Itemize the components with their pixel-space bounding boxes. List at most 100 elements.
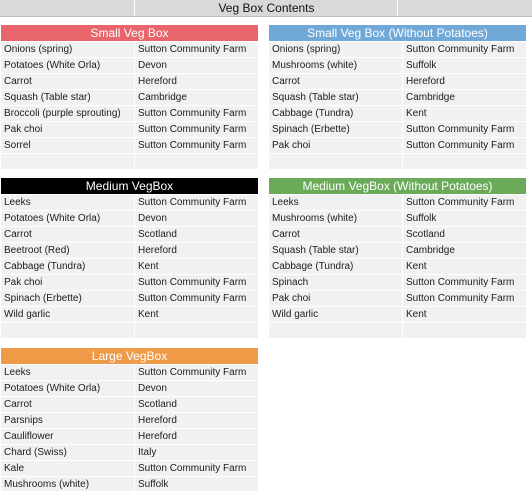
farm-cell[interactable]: Devon — [138, 60, 167, 71]
farm-cell[interactable]: Sutton Community Farm — [138, 293, 247, 304]
farm-cell[interactable]: Sutton Community Farm — [406, 140, 515, 151]
farm-cell[interactable]: Sutton Community Farm — [138, 463, 247, 474]
farm-cell[interactable] — [403, 323, 526, 338]
medium-vegbox-table: Medium VegBox Leeks Sutton Community Farm… — [1, 178, 258, 339]
farm-cell[interactable]: Cambridge — [406, 92, 455, 103]
veg-cell[interactable]: Wild garlic — [269, 307, 403, 322]
farm-cell[interactable]: Cambridge — [406, 245, 455, 256]
veg-cell[interactable]: Carrot — [1, 74, 135, 89]
farm-cell[interactable]: Devon — [138, 213, 167, 224]
veg-cell[interactable]: Wild garlic — [1, 307, 135, 322]
farm-cell[interactable]: Sutton Community Farm — [138, 367, 247, 378]
veg-cell[interactable]: Pak choi — [269, 291, 403, 306]
veg-cell[interactable]: Cauliflower — [1, 429, 135, 444]
farm-cell[interactable]: Sutton Community Farm — [138, 277, 247, 288]
veg-cell[interactable]: Cabbage (Tundra) — [269, 259, 403, 274]
veg-cell[interactable]: Carrot — [269, 74, 403, 89]
veg-cell[interactable]: Pak choi — [1, 122, 135, 137]
farm-cell[interactable] — [135, 323, 258, 338]
veg-cell[interactable]: Broccoli (purple sprouting) — [1, 106, 135, 121]
farm-cell[interactable]: Sutton Community Farm — [138, 124, 247, 135]
table-row: Potatoes (White Orla) Devon — [1, 381, 258, 397]
farm-cell[interactable]: Hereford — [138, 76, 177, 87]
veg-cell[interactable]: Spinach — [269, 275, 403, 290]
veg-cell[interactable]: Squash (Table star) — [1, 90, 135, 105]
veg-cell[interactable]: Carrot — [1, 227, 135, 242]
farm-cell[interactable] — [135, 154, 258, 169]
veg-cell[interactable]: Leeks — [1, 365, 135, 380]
veg-cell[interactable]: Cabbage (Tundra) — [269, 106, 403, 121]
table-row: Pak choi Sutton Community Farm — [1, 275, 258, 291]
veg-cell[interactable]: Sorrel — [1, 138, 135, 153]
farm-cell[interactable]: Sutton Community Farm — [138, 44, 247, 55]
veg-cell[interactable]: Carrot — [1, 397, 135, 412]
farm-cell[interactable]: Suffolk — [138, 479, 169, 490]
veg-cell[interactable]: Chard (Swiss) — [1, 445, 135, 460]
veg-cell[interactable]: Parsnips — [1, 413, 135, 428]
farm-cell[interactable]: Hereford — [138, 245, 177, 256]
veg-cell[interactable]: Onions (spring) — [269, 42, 403, 57]
veg-cell[interactable]: Pak choi — [269, 138, 403, 153]
table-row: Leeks Sutton Community Farm — [1, 195, 258, 211]
farm-cell[interactable]: Kent — [138, 309, 159, 320]
table-row: Leeks Sutton Community Farm — [1, 365, 258, 381]
table-row: Cabbage (Tundra) Kent — [269, 259, 526, 275]
veg-cell[interactable]: Beetroot (Red) — [1, 243, 135, 258]
farm-cell[interactable]: Suffolk — [406, 213, 437, 224]
farm-cell[interactable]: Hereford — [406, 76, 445, 87]
farm-cell[interactable]: Sutton Community Farm — [406, 44, 515, 55]
farm-cell[interactable]: Devon — [138, 383, 167, 394]
farm-cell[interactable]: Sutton Community Farm — [406, 277, 515, 288]
farm-cell[interactable]: Kent — [406, 309, 427, 320]
farm-cell[interactable]: Scotland — [406, 229, 445, 240]
veg-cell[interactable]: Leeks — [269, 195, 403, 210]
veg-cell[interactable]: Cabbage (Tundra) — [1, 259, 135, 274]
table-row: Spinach (Erbette) Sutton Community Farm — [269, 122, 526, 138]
farm-cell[interactable]: Hereford — [138, 431, 177, 442]
farm-cell[interactable]: Italy — [138, 447, 157, 458]
veg-cell[interactable]: Potatoes (White Orla) — [1, 58, 135, 73]
box-header: Small Veg Box — [1, 25, 258, 41]
table-row: Mushrooms (white) Suffolk — [269, 58, 526, 74]
farm-cell[interactable]: Sutton Community Farm — [138, 197, 247, 208]
veg-cell[interactable] — [1, 154, 135, 169]
veg-cell[interactable]: Squash (Table star) — [269, 90, 403, 105]
farm-cell[interactable]: Sutton Community Farm — [138, 108, 247, 119]
veg-cell[interactable]: Spinach (Erbette) — [269, 122, 403, 137]
veg-cell[interactable]: Mushrooms (white) — [1, 477, 135, 491]
table-row: Carrot Scotland — [269, 227, 526, 243]
box-rows: Leeks Sutton Community Farm Mushrooms (wh… — [269, 194, 526, 339]
veg-cell[interactable]: Pak choi — [1, 275, 135, 290]
farm-cell[interactable]: Cambridge — [138, 92, 187, 103]
veg-cell[interactable]: Leeks — [1, 195, 135, 210]
veg-cell[interactable]: Kale — [1, 461, 135, 476]
farm-cell[interactable]: Sutton Community Farm — [406, 293, 515, 304]
farm-cell[interactable]: Sutton Community Farm — [406, 197, 515, 208]
farm-cell[interactable]: Suffolk — [406, 60, 437, 71]
table-row: Carrot Scotland — [1, 397, 258, 413]
farm-cell[interactable] — [403, 154, 526, 169]
table-row: Wild garlic Kent — [269, 307, 526, 323]
farm-cell[interactable]: Kent — [138, 261, 159, 272]
veg-cell[interactable]: Mushrooms (white) — [269, 211, 403, 226]
farm-cell[interactable]: Sutton Community Farm — [138, 140, 247, 151]
table-row: Broccoli (purple sprouting) Sutton Commun… — [1, 106, 258, 122]
farm-cell[interactable]: Hereford — [138, 415, 177, 426]
veg-cell[interactable]: Squash (Table star) — [269, 243, 403, 258]
table-row: Cauliflower Hereford — [1, 429, 258, 445]
box-rows: Leeks Sutton Community Farm Potatoes (Whi… — [1, 364, 258, 491]
veg-cell[interactable]: Mushrooms (white) — [269, 58, 403, 73]
farm-cell[interactable]: Scotland — [138, 399, 177, 410]
veg-cell[interactable] — [1, 323, 135, 338]
farm-cell[interactable]: Scotland — [138, 229, 177, 240]
veg-cell[interactable]: Carrot — [269, 227, 403, 242]
veg-cell[interactable]: Potatoes (White Orla) — [1, 381, 135, 396]
farm-cell[interactable]: Kent — [406, 108, 427, 119]
veg-cell[interactable]: Onions (spring) — [1, 42, 135, 57]
farm-cell[interactable]: Sutton Community Farm — [406, 124, 515, 135]
farm-cell[interactable]: Kent — [406, 261, 427, 272]
veg-cell[interactable]: Potatoes (White Orla) — [1, 211, 135, 226]
veg-cell[interactable] — [269, 154, 403, 169]
veg-cell[interactable] — [269, 323, 403, 338]
veg-cell[interactable]: Spinach (Erbette) — [1, 291, 135, 306]
